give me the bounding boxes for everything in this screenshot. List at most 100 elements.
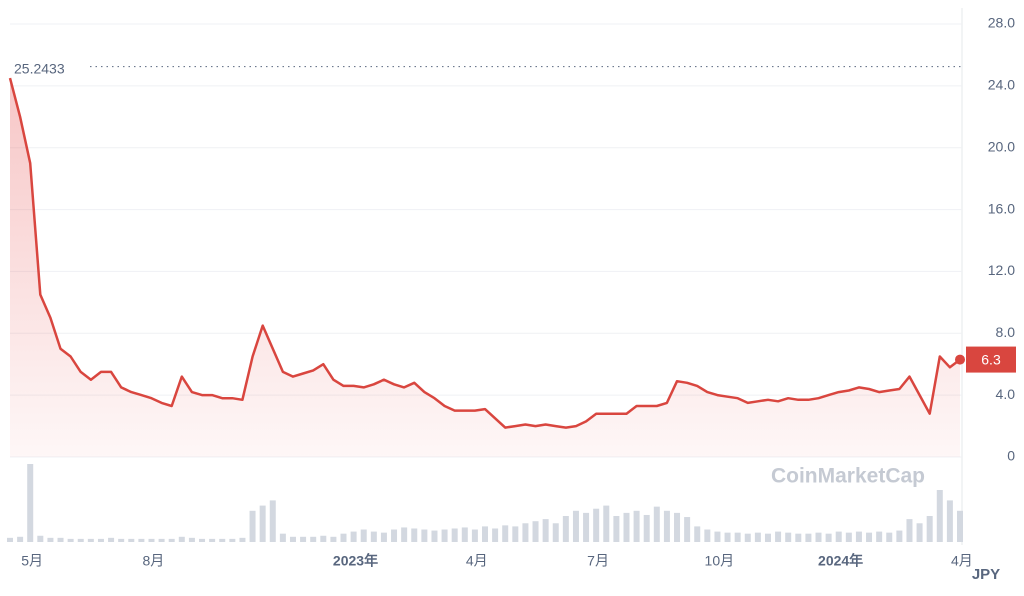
volume-bar: [815, 532, 822, 542]
volume-bar: [57, 537, 64, 542]
volume-bar: [47, 537, 54, 542]
volume-bar: [289, 536, 296, 542]
volume-bar: [370, 531, 377, 542]
volume-bar: [17, 536, 24, 542]
volume-bar: [421, 529, 428, 542]
volume-bar: [734, 532, 741, 542]
current-label: 6.3: [981, 351, 1001, 367]
volume-bar: [148, 538, 155, 542]
y-tick-label: 12.0: [988, 262, 1015, 278]
volume-bar: [583, 512, 590, 542]
volume-bar: [845, 532, 852, 542]
volume-bar: [380, 532, 387, 542]
volume-bar: [926, 516, 933, 542]
volume-bar: [633, 510, 640, 542]
x-tick-label: 2024年: [818, 553, 863, 569]
volume-bar: [835, 531, 842, 542]
x-tick-label: 8月: [142, 553, 164, 569]
volume-bar: [108, 537, 115, 542]
volume-bar: [593, 508, 600, 542]
volume-bar: [795, 533, 802, 542]
volume-bar: [350, 531, 357, 542]
volume-bar: [623, 512, 630, 542]
volume-bar: [219, 538, 226, 542]
volume-bar: [906, 519, 913, 542]
volume-bar: [128, 538, 135, 542]
volume-bar: [27, 464, 34, 542]
volume-bar: [532, 521, 539, 542]
volume-bar: [67, 538, 74, 542]
volume-bar: [391, 529, 398, 542]
volume-bar: [775, 531, 782, 542]
x-tick-label: 4月: [951, 553, 973, 569]
volume-bar: [704, 529, 711, 542]
volume-bar: [310, 536, 317, 542]
volume-bar: [714, 531, 721, 542]
volume-bar: [239, 537, 246, 542]
volume-bar: [471, 529, 478, 542]
volume-bar: [512, 526, 519, 542]
x-tick-label: 2023年: [333, 553, 378, 569]
x-tick-label: 4月: [466, 553, 488, 569]
volume-bar: [936, 490, 943, 542]
volume-bar: [320, 535, 327, 542]
volume-bar: [764, 533, 771, 542]
volume-bar: [249, 510, 256, 542]
volume-bar: [178, 536, 185, 542]
x-tick-label: 7月: [587, 553, 609, 569]
volume-bar: [330, 536, 337, 542]
volume-bar: [451, 528, 458, 542]
volume-bar: [118, 538, 125, 542]
volume-bar: [663, 510, 670, 542]
y-tick-label: 24.0: [988, 77, 1015, 93]
volume-bar: [684, 517, 691, 542]
volume-bar: [855, 531, 862, 542]
volume-bar: [199, 538, 206, 542]
volume-bar: [259, 505, 266, 542]
volume-bar: [401, 527, 408, 542]
volume-bar: [866, 532, 873, 542]
y-tick-label: 8.0: [996, 324, 1016, 340]
volume-bar: [411, 528, 418, 542]
watermark: CoinMarketCap: [771, 465, 925, 488]
y-tick-label: 4.0: [996, 386, 1016, 402]
volume-bar: [188, 537, 195, 542]
currency-label: JPY: [972, 566, 1000, 583]
volume-bar: [77, 538, 84, 542]
volume-bar: [542, 519, 549, 542]
y-tick-label: 0: [1007, 448, 1015, 464]
volume-bar: [138, 538, 145, 542]
volume-bar: [229, 538, 236, 542]
volume-bar: [522, 523, 529, 542]
price-line: [8, 77, 961, 429]
volume-bar: [482, 526, 488, 542]
y-tick-label: 16.0: [988, 200, 1015, 216]
volume-bar: [613, 516, 620, 542]
volume-bar: [492, 528, 499, 542]
volume-bar: [441, 529, 448, 542]
volume-bar: [97, 538, 104, 542]
volume-bar: [946, 500, 953, 542]
current-badge: [966, 346, 1016, 373]
x-tick-label: 10月: [705, 553, 735, 569]
volume-bar: [896, 530, 903, 542]
volume-bar: [957, 510, 963, 542]
volume-bar: [694, 526, 701, 542]
volume-bar: [825, 533, 832, 542]
volume-bar: [300, 536, 307, 542]
x-tick-label: 5月: [21, 553, 43, 569]
volume-bar: [37, 535, 44, 542]
volume-bar: [269, 500, 276, 542]
volume-bar: [805, 533, 812, 542]
y-tick-label: 28.0: [988, 15, 1015, 31]
current-dot: [955, 354, 965, 365]
volume-bar: [360, 529, 367, 542]
volume-bar: [562, 516, 569, 542]
volume-bar: [431, 530, 438, 542]
volume-bar: [724, 532, 731, 542]
volume-bar: [744, 533, 751, 542]
volume-bar: [7, 537, 13, 542]
volume-bar: [209, 538, 216, 542]
volume-bar: [886, 532, 893, 542]
